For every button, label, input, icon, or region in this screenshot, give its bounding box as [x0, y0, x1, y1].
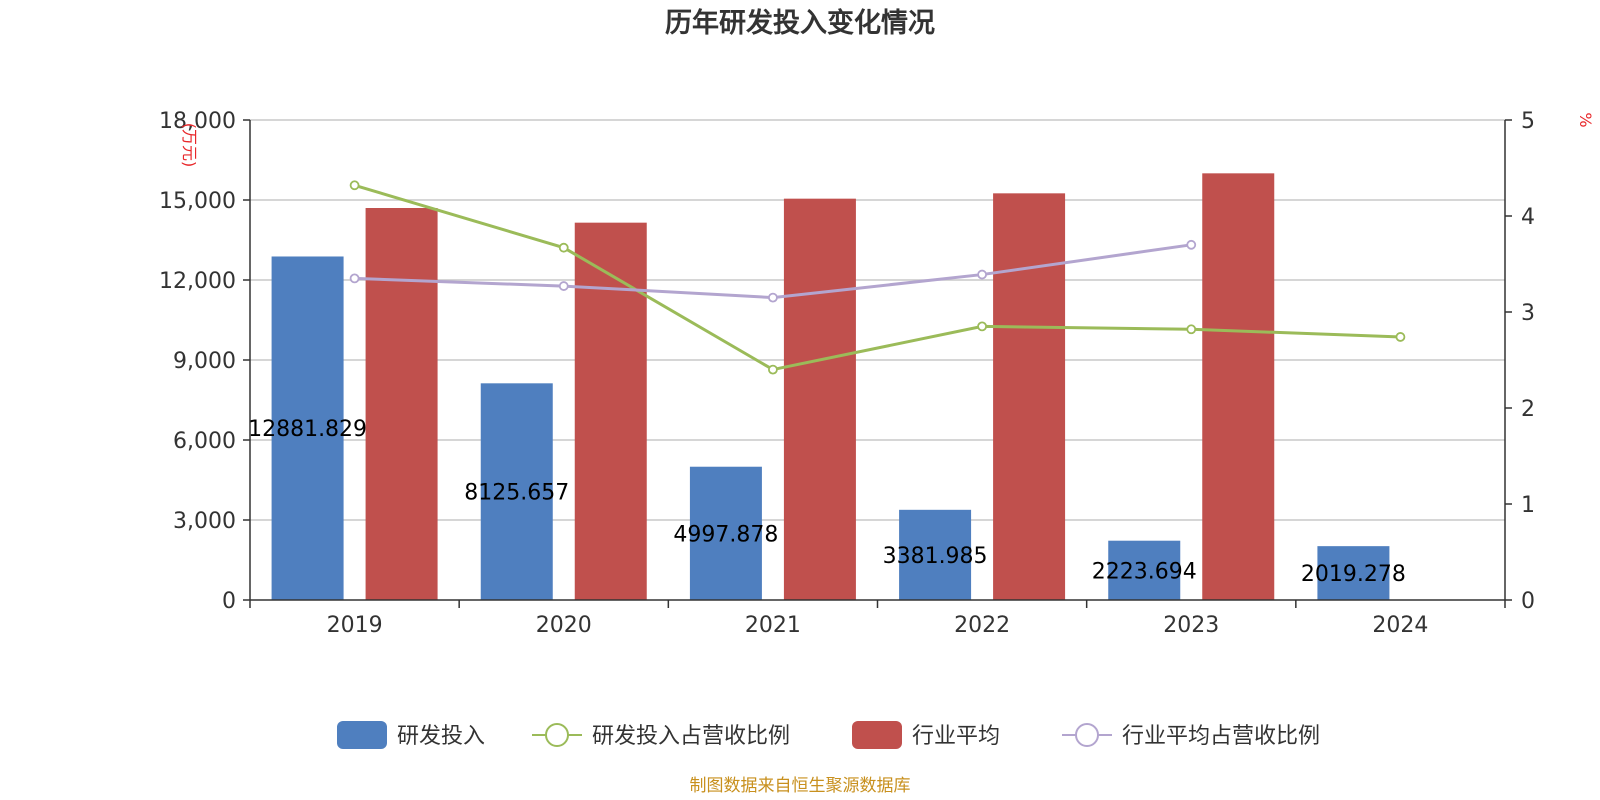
chart-title: 历年研发投入变化情况 [665, 7, 935, 39]
industry-bar [574, 222, 647, 600]
right-tick-label: 1 [1521, 493, 1535, 518]
data-labels: 12881.829 8125.657 4997.878 3381.985 2223.69… [248, 417, 1406, 587]
rd-data-label: 2223.694 [1092, 559, 1197, 584]
legend-label: 研发投入占营收比例 [592, 724, 790, 749]
industry-ratio-point [768, 292, 778, 303]
x-tick-label: 2019 [327, 613, 383, 638]
rd-bar [689, 466, 762, 600]
rd-bar [1317, 546, 1390, 600]
rd-data-label: 8125.657 [464, 481, 569, 506]
rd-data-label: 3381.985 [883, 544, 988, 569]
rd-bar [480, 383, 553, 600]
rd-ratio-point [349, 180, 360, 191]
rd-bar [1108, 540, 1181, 600]
industry-bar [365, 208, 438, 600]
left-tick-label: 6,000 [173, 429, 236, 454]
left-tick-label: 18,000 [159, 109, 236, 134]
x-tick-label: 2024 [1372, 613, 1428, 638]
legend-marker [1075, 723, 1099, 747]
right-tick-label: 3 [1521, 301, 1535, 326]
rd-data-label: 4997.878 [673, 522, 778, 547]
legend-item: 行业平均占营收比例 [1062, 723, 1320, 749]
right-tick-label: 2 [1521, 397, 1535, 422]
rd-ratio-point [1395, 332, 1406, 342]
rd-data-label: 2019.278 [1301, 562, 1406, 587]
axes: 0 3,000 6,000 9,000 12,000 15,000 18,000 0 1 2 3 4 5… [159, 109, 1535, 638]
x-tick-label: 2022 [954, 613, 1010, 638]
left-tick-label: 3,000 [173, 509, 236, 534]
x-tick-label: 2023 [1163, 613, 1219, 638]
rd-ratio-point [977, 321, 987, 332]
industry-ratio-point [977, 269, 987, 280]
legend-label: 行业平均占营收比例 [1122, 724, 1320, 749]
legend: 研发投入 研发投入占营收比例 行业平均 行业平均占营收比例 [337, 721, 1320, 749]
legend-item: 行业平均 [852, 721, 1000, 749]
bars [271, 173, 1390, 601]
legend-swatch [852, 721, 902, 749]
left-tick-label: 9,000 [173, 349, 236, 374]
industry-ratio-line [354, 243, 1192, 300]
industry-ratio-point [1186, 239, 1197, 250]
industry-bar [1202, 173, 1275, 601]
rd-ratio-point [558, 242, 569, 253]
left-tick-label: 15,000 [159, 189, 236, 214]
legend-item: 研发投入占营收比例 [532, 723, 790, 749]
legend-label: 行业平均 [912, 724, 1000, 749]
grid-lines [250, 119, 1505, 521]
right-tick-label: 4 [1521, 205, 1535, 230]
legend-swatch [337, 721, 387, 749]
rd-bar [271, 256, 344, 600]
industry-ratio-point [349, 273, 360, 284]
legend-label: 研发投入 [397, 724, 485, 749]
industry-bar [783, 198, 856, 600]
left-tick-label: 0 [222, 589, 236, 614]
rd-data-label: 12881.829 [248, 417, 367, 442]
industry-bar [993, 193, 1066, 601]
legend-marker [545, 723, 569, 747]
source-note: 制图数据来自恒生聚源数据库 [690, 776, 911, 796]
rd-ratio-point [768, 364, 778, 375]
right-tick-label: 5 [1521, 109, 1535, 134]
x-tick-label: 2021 [745, 613, 801, 638]
right-axis-unit: % [1576, 112, 1595, 127]
left-tick-label: 12,000 [159, 269, 236, 294]
left-axis-unit: (万元) [180, 123, 199, 168]
right-tick-label: 0 [1521, 589, 1535, 614]
rd-ratio-point [1186, 324, 1197, 335]
industry-ratio-point [558, 281, 569, 291]
rd-ratio-line [354, 183, 1401, 372]
series-lines [349, 180, 1406, 375]
rd-bar [899, 509, 972, 600]
x-tick-label: 2020 [536, 613, 592, 638]
legend-item: 研发投入 [337, 721, 485, 749]
